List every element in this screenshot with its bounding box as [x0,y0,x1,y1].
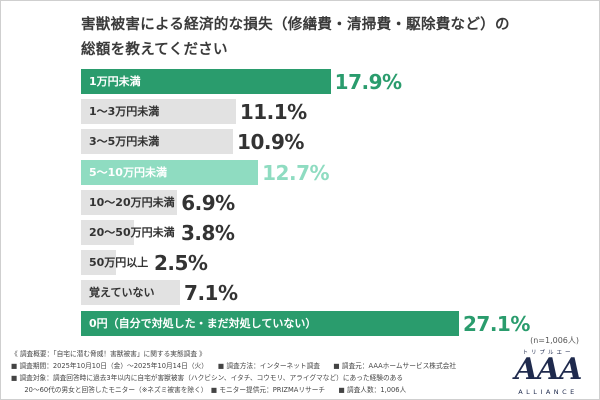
bar-0 [81,69,331,94]
sample-size-note: (n=1,006人) [530,336,579,345]
bar-label-4: 10〜20万円未満 [89,195,175,209]
bar-value-4: 6.9% [181,190,235,215]
bar-4 [81,189,178,215]
bar-label-0: 1万円未満 [89,75,141,88]
bar-5 [81,220,134,245]
logo-kana: トリプルエー [522,350,574,356]
bar-value-7: 7.1% [184,281,238,306]
brand-logo: トリプルエー AAA ALLIANCE [507,348,589,398]
bar-2 [81,129,234,155]
bar-value-1: 11.1% [239,100,307,125]
bar-value-6: 2.5% [154,251,208,276]
chart-title-line-2: 総額を教えてください [81,42,228,58]
bar-label-2: 3〜5万円未満 [89,135,160,149]
logo-subtitle: ALLIANCE [518,388,578,396]
bar-label-5: 20〜50万円未満 [89,226,175,239]
footnote-period: ■ 調査期間：2025年10月10日（金）〜2025年10月14日（火） ■ 調… [11,362,457,370]
bar-label-1: 1〜3万円未満 [89,105,160,119]
bar-value-5: 3.8% [181,221,235,245]
bar-6 [81,250,116,276]
bar-label-7: 覚えていない [89,286,155,300]
bar-8 [81,310,459,336]
bar-3 [81,159,259,185]
footnote-target: ■ 調査対象：調査回答時に過去3年以内に自宅が害獣被害（ハクビシン、イタチ、コウ… [11,374,404,382]
bar-7 [81,280,181,306]
bar-label-8: 0円（自分で対処した・まだ対処していない） [89,316,317,330]
footnote-target-cont: 20〜60代の男女と回答したモニター（※ネズミ被害を除く） ■ モニター提供元：… [11,386,407,394]
bar-1 [81,99,236,125]
bar-label-3: 5〜10万円未満 [89,165,167,179]
logo-mark: AAA [514,352,583,387]
chart-title: 害獣被害による経済的な損失（修繕費・清掃費・駆除費など）の 総額を教えてください [81,13,551,63]
footnote-heading: 《 調査概要：「自宅に潜む脅威！害獣被害」に関する実態調査 》 [11,350,206,358]
chart-title-line-1: 害獣被害による経済的な損失（修繕費・清掃費・駆除費など）の [81,17,510,33]
bar-value-3: 12.7% [262,160,330,185]
bar-value-2: 10.9% [237,130,304,155]
bar-value-0: 17.9% [334,70,402,94]
survey-footnotes: 《 調査概要：「自宅に潜む脅威！害獣被害」に関する実態調査 》 ■ 調査期間：2… [11,348,516,396]
bar-label-6: 50万円以上 [89,256,149,270]
bar-value-8: 27.1% [463,311,530,336]
